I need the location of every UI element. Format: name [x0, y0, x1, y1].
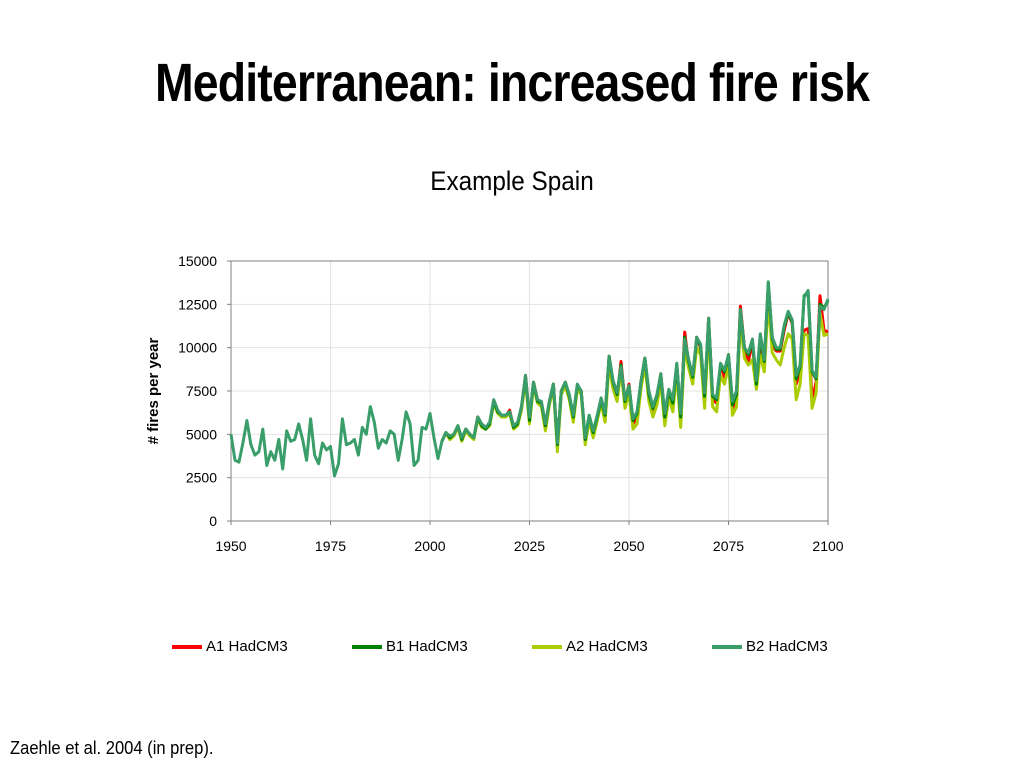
series-line-historical — [229, 405, 444, 478]
series-line-b2-hadcm3 — [440, 280, 830, 445]
axes: 0 2500 5000 7500 10000 12500 15000 1950 1975 2000… — [178, 253, 844, 554]
legend-item-a2: A2 HadCM3 — [532, 638, 648, 655]
y-tick-label: 15000 — [178, 253, 217, 269]
slide-title: Mediterranean: increased fire risk — [154, 53, 870, 113]
chart-legend: A1 HadCM3 B1 HadCM3 A2 HadCM3 B2 HadCM3 — [0, 638, 1024, 660]
x-tick-label: 2100 — [812, 538, 843, 554]
legend-swatch-a1 — [172, 644, 202, 649]
y-tick-label: 7500 — [186, 383, 217, 399]
legend-label-b2: B2 HadCM3 — [746, 638, 828, 655]
legend-swatch-a2 — [532, 644, 562, 649]
legend-swatch-b2 — [712, 644, 742, 649]
x-tick-label: 2000 — [414, 538, 445, 554]
legend-label-a2: A2 HadCM3 — [566, 638, 648, 655]
chart-subtitle: Example Spain — [430, 166, 594, 196]
series-lines — [229, 280, 830, 478]
x-tick-label: 2025 — [514, 538, 545, 554]
x-tick-label: 2075 — [713, 538, 744, 554]
citation: Zaehle et al. 2004 (in prep). — [10, 738, 214, 758]
legend-item-a1: A1 HadCM3 — [172, 638, 288, 655]
y-axis-label: # fires per year — [145, 337, 162, 444]
y-tick-label: 2500 — [186, 470, 217, 486]
y-tick-label: 10000 — [178, 340, 217, 356]
y-tick-label: 12500 — [178, 296, 217, 312]
x-tick-label: 1950 — [215, 538, 246, 554]
x-tick-label: 1975 — [315, 538, 346, 554]
legend-item-b1: B1 HadCM3 — [352, 638, 468, 655]
y-tick-label: 0 — [209, 513, 217, 529]
legend-swatch-b1 — [352, 644, 382, 649]
y-tick-label: 5000 — [186, 426, 217, 442]
legend-item-b2: B2 HadCM3 — [712, 638, 828, 655]
legend-label-b1: B1 HadCM3 — [386, 638, 468, 655]
legend-label-a1: A1 HadCM3 — [206, 638, 288, 655]
x-tick-label: 2050 — [613, 538, 644, 554]
